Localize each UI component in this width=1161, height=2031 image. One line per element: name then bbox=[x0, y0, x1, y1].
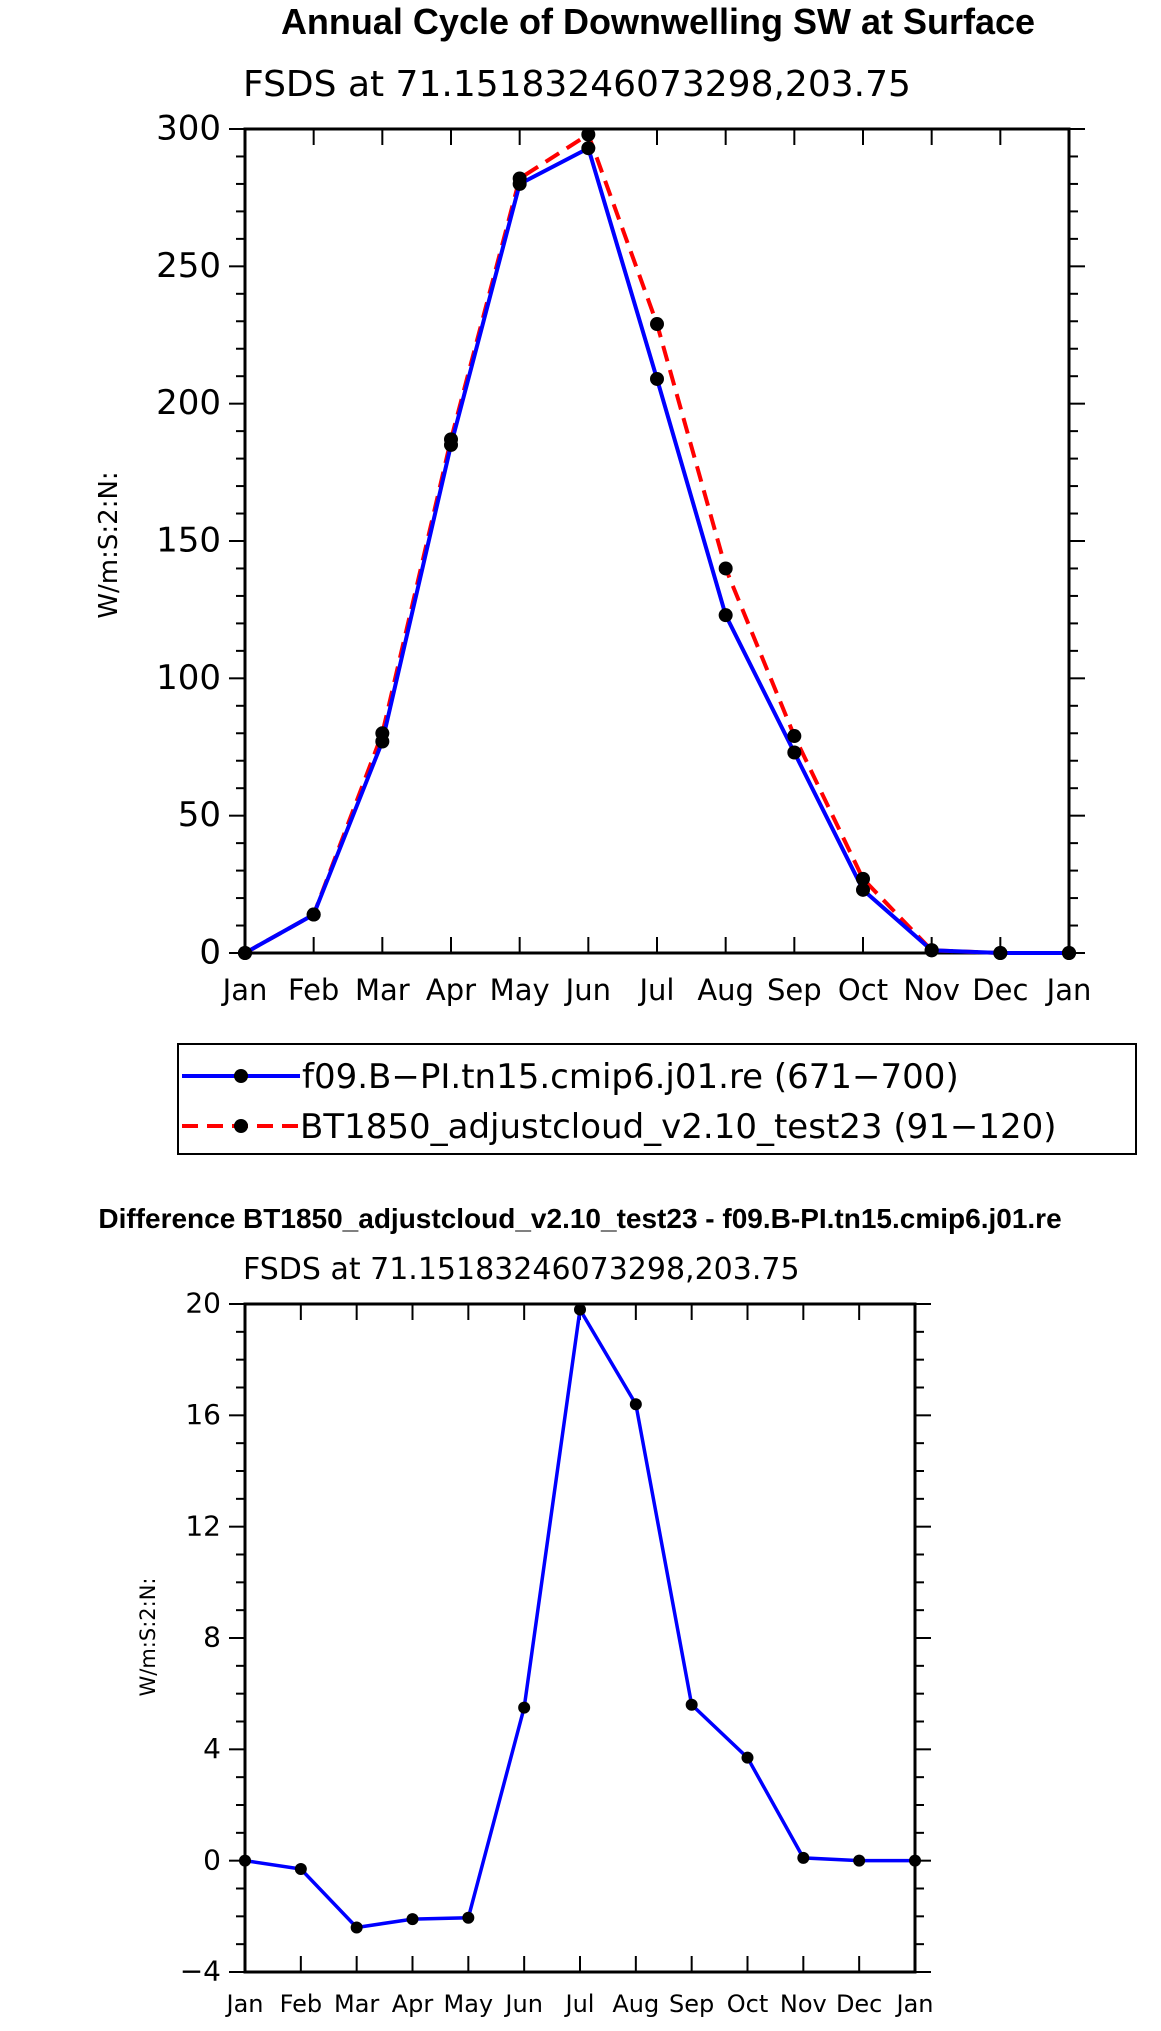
y-tick-label: 100 bbox=[156, 658, 221, 698]
x-tick-label: Apr bbox=[392, 1990, 434, 2018]
x-tick-label: Jan bbox=[225, 1990, 264, 2018]
data-point-s1 bbox=[909, 1854, 921, 1867]
y-tick-label: 200 bbox=[156, 383, 221, 423]
data-point-s1 bbox=[238, 946, 252, 960]
legend-label-series1: f09.B−PI.tn15.cmip6.j01.re (671−700) bbox=[302, 1057, 959, 1097]
x-tick-label: Oct bbox=[727, 1990, 769, 2018]
legend-marker-series2 bbox=[234, 1119, 248, 1133]
x-tick-label: Oct bbox=[838, 973, 888, 1007]
chart1-ylabel: W/m:S:2:N: bbox=[94, 471, 124, 618]
data-point-s2 bbox=[718, 561, 733, 576]
data-point-s2 bbox=[581, 127, 596, 142]
y-tick-label: 0 bbox=[203, 1843, 221, 1876]
x-tick-label: Nov bbox=[903, 973, 960, 1007]
chart2-ylabel: W/m:S:2:N: bbox=[136, 1578, 160, 1697]
y-tick-label: 0 bbox=[199, 932, 221, 972]
y-tick-label: 150 bbox=[156, 520, 221, 560]
x-tick-label: Dec bbox=[836, 1990, 882, 2018]
data-point-s1 bbox=[375, 734, 390, 749]
chart2-title: Difference BT1850_adjustcloud_v2.10_test… bbox=[98, 1203, 1061, 1234]
x-tick-label: May bbox=[444, 1990, 494, 2018]
data-point-s2 bbox=[650, 317, 664, 332]
legend-label-series2: BT1850_adjustcloud_v2.10_test23 (91−120) bbox=[300, 1107, 1057, 1147]
plot-frame bbox=[243, 127, 1071, 955]
y-tick-label: 300 bbox=[156, 108, 221, 148]
data-point-s1 bbox=[239, 1854, 251, 1867]
data-point-s1 bbox=[993, 946, 1008, 960]
y-tick-label: 12 bbox=[185, 1509, 221, 1542]
data-point-s1 bbox=[741, 1751, 754, 1764]
x-tick-label: Apr bbox=[426, 973, 476, 1007]
y-tick-label: 4 bbox=[203, 1732, 221, 1765]
data-point-s1 bbox=[294, 1863, 307, 1876]
chart2-plot: Jan Feb Mar Apr May Jun Jul Aug Sep Oct Nov Dec Jan−… bbox=[180, 1287, 934, 2018]
data-point-s1 bbox=[581, 141, 596, 156]
data-point-s1 bbox=[718, 608, 733, 623]
x-tick-label: Jan bbox=[221, 973, 268, 1007]
x-tick-label: Nov bbox=[780, 1990, 827, 2018]
x-tick-label: Jun bbox=[503, 1990, 543, 2018]
x-tick-label: Dec bbox=[972, 973, 1028, 1007]
data-point-s1 bbox=[406, 1913, 419, 1926]
data-point-s1 bbox=[518, 1701, 531, 1714]
data-point-s1 bbox=[856, 882, 870, 897]
data-point-s1 bbox=[629, 1398, 642, 1411]
chart1-legend: f09.B−PI.tn15.cmip6.j01.re (671−700) BT1… bbox=[177, 1043, 1137, 1155]
y-tick-label: −4 bbox=[180, 1955, 221, 1988]
data-point-s2 bbox=[787, 729, 802, 744]
x-tick-label: Sep bbox=[767, 973, 822, 1007]
x-tick-label: May bbox=[490, 973, 550, 1007]
x-tick-label: Jul bbox=[564, 1990, 595, 2018]
chart2-subtitle: FSDS at 71.15183246073298,203.75 bbox=[243, 1252, 800, 1287]
series-line-1 bbox=[244, 1304, 915, 1930]
data-point-s2 bbox=[856, 871, 870, 886]
x-tick-label: Mar bbox=[355, 973, 410, 1007]
x-tick-label: Jun bbox=[564, 973, 611, 1007]
data-point-s1 bbox=[650, 371, 664, 386]
chart1-plot: Jan Feb Mar Apr May Jun Jul Aug Sep Oct Nov Dec Jan0… bbox=[156, 108, 1091, 1007]
x-tick-label: Mar bbox=[334, 1990, 379, 2018]
y-tick-label: 8 bbox=[203, 1621, 221, 1654]
data-point-s1 bbox=[574, 1303, 586, 1316]
chart1-subtitle: FSDS at 71.15183246073298,203.75 bbox=[243, 64, 911, 105]
x-tick-label: Jul bbox=[638, 973, 675, 1007]
x-tick-label: Aug bbox=[612, 1990, 659, 2018]
legend-marker-series1 bbox=[234, 1069, 248, 1083]
x-tick-label: Feb bbox=[288, 973, 339, 1007]
y-tick-label: 50 bbox=[178, 795, 221, 835]
data-point-s1 bbox=[462, 1911, 475, 1924]
data-point-s1 bbox=[787, 745, 802, 760]
chart1-title: Annual Cycle of Downwelling SW at Surfac… bbox=[281, 1, 1035, 42]
series-line-1 bbox=[244, 145, 1069, 955]
data-point-s1 bbox=[350, 1921, 363, 1934]
x-tick-label: Feb bbox=[280, 1990, 323, 2018]
data-point-s1 bbox=[444, 437, 458, 452]
data-point-s1 bbox=[797, 1851, 810, 1864]
y-tick-label: 250 bbox=[156, 246, 221, 286]
data-point-s1 bbox=[512, 176, 527, 191]
data-point-s1 bbox=[306, 907, 321, 922]
data-point-s1 bbox=[1062, 946, 1076, 960]
x-tick-label: Aug bbox=[697, 973, 754, 1007]
series-line-2 bbox=[244, 131, 1069, 955]
plot-frame bbox=[243, 1302, 917, 1974]
x-tick-label: Jan bbox=[1045, 973, 1092, 1007]
y-tick-label: 20 bbox=[185, 1287, 221, 1320]
y-tick-label: 16 bbox=[185, 1398, 221, 1431]
data-point-s1 bbox=[853, 1854, 866, 1867]
x-tick-label: Sep bbox=[669, 1990, 714, 2018]
x-tick-label: Jan bbox=[895, 1990, 934, 2018]
data-point-s1 bbox=[685, 1698, 698, 1711]
data-point-s1 bbox=[924, 943, 939, 958]
